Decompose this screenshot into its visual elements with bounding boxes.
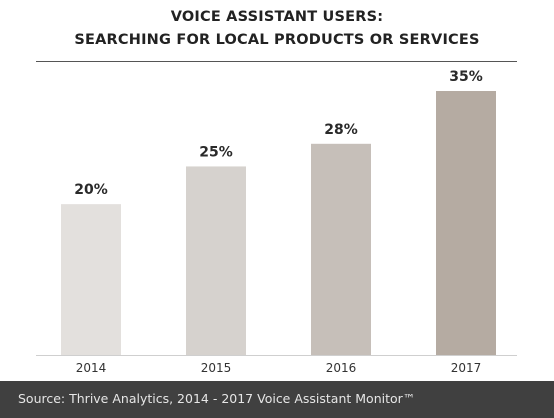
bars-group: 20% 2014 25% 2015 28% 2016 35% 2017 xyxy=(61,69,496,375)
value-label-2014: 20% xyxy=(74,182,108,198)
source-footer: Source: Thrive Analytics, 2014 - 2017 Vo… xyxy=(0,381,554,418)
bar-2016 xyxy=(311,143,371,355)
bar-2014 xyxy=(61,204,121,355)
value-label-2016: 28% xyxy=(324,122,358,138)
bar-2015 xyxy=(186,166,246,355)
x-tick-label-2017: 2017 xyxy=(451,361,482,375)
bar-2017 xyxy=(436,91,496,355)
x-tick-label-2015: 2015 xyxy=(201,361,232,375)
title-divider xyxy=(36,61,517,62)
value-label-2017: 35% xyxy=(449,69,483,85)
value-label-2015: 25% xyxy=(199,144,233,160)
x-tick-label-2016: 2016 xyxy=(326,361,357,375)
chart-title-line-2: SEARCHING FOR LOCAL PRODUCTS OR SERVICES xyxy=(74,32,480,48)
x-tick-label-2014: 2014 xyxy=(76,361,107,375)
source-text: Source: Thrive Analytics, 2014 - 2017 Vo… xyxy=(18,391,416,406)
chart-title-line-1: VOICE ASSISTANT USERS: xyxy=(170,9,384,25)
